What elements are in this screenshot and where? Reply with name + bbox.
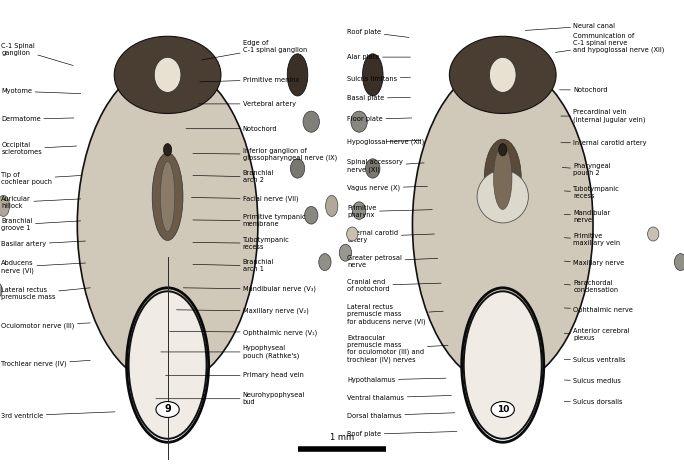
Text: Vagus nerve (X): Vagus nerve (X) bbox=[347, 185, 428, 191]
Text: Vertebral artery: Vertebral artery bbox=[198, 101, 295, 107]
Ellipse shape bbox=[160, 161, 174, 232]
Ellipse shape bbox=[489, 57, 516, 92]
Text: Mandibular nerve (V₃): Mandibular nerve (V₃) bbox=[183, 286, 316, 292]
Ellipse shape bbox=[674, 254, 684, 271]
Text: C-1 Spinal
ganglion: C-1 Spinal ganglion bbox=[1, 43, 73, 66]
Text: Sulcus dorsalis: Sulcus dorsalis bbox=[564, 400, 622, 405]
Text: Oculomotor nerve (III): Oculomotor nerve (III) bbox=[1, 322, 90, 329]
Text: Abducens
nerve (VI): Abducens nerve (VI) bbox=[1, 260, 86, 273]
Text: Sulcus ventralis: Sulcus ventralis bbox=[564, 358, 626, 363]
Text: Communication of
C-1 spinal nerve
and hypoglossal nerve (XII): Communication of C-1 spinal nerve and hy… bbox=[555, 33, 665, 53]
Ellipse shape bbox=[352, 202, 366, 219]
Text: Hypothalamus: Hypothalamus bbox=[347, 377, 446, 383]
Text: Notochord: Notochord bbox=[560, 87, 608, 93]
Text: Cranial end
of notochord: Cranial end of notochord bbox=[347, 279, 441, 292]
Ellipse shape bbox=[351, 111, 367, 132]
Ellipse shape bbox=[77, 63, 258, 386]
Text: Facial nerve (VII): Facial nerve (VII) bbox=[192, 196, 298, 202]
Ellipse shape bbox=[0, 195, 10, 216]
Text: Greater petrosal
nerve: Greater petrosal nerve bbox=[347, 255, 438, 268]
Ellipse shape bbox=[287, 54, 308, 96]
Ellipse shape bbox=[464, 291, 542, 439]
Text: Myotome: Myotome bbox=[1, 88, 81, 94]
Text: Neurohypophyseal
bud: Neurohypophyseal bud bbox=[156, 392, 305, 405]
Text: Trochlear nerve (IV): Trochlear nerve (IV) bbox=[1, 360, 90, 367]
Text: Branchial
arch 1: Branchial arch 1 bbox=[193, 259, 274, 272]
Text: Precardinal vein
(internal jugular vein): Precardinal vein (internal jugular vein) bbox=[561, 110, 646, 123]
Text: 10: 10 bbox=[497, 405, 509, 414]
Text: Neural canal: Neural canal bbox=[525, 23, 615, 30]
Ellipse shape bbox=[339, 244, 352, 261]
Ellipse shape bbox=[129, 291, 207, 439]
Text: 9: 9 bbox=[164, 404, 171, 415]
Text: Branchial
arch 2: Branchial arch 2 bbox=[193, 170, 274, 183]
Text: Primitive meninx: Primitive meninx bbox=[200, 77, 299, 82]
Text: Primitive
pharynx: Primitive pharynx bbox=[347, 205, 432, 218]
Text: Floor plate: Floor plate bbox=[347, 117, 412, 122]
Text: Tubotympanic
recess: Tubotympanic recess bbox=[193, 237, 289, 250]
Text: Primary head vein: Primary head vein bbox=[166, 373, 304, 378]
Ellipse shape bbox=[363, 54, 383, 96]
Ellipse shape bbox=[365, 159, 380, 178]
Text: 1 mm: 1 mm bbox=[330, 433, 354, 442]
Ellipse shape bbox=[290, 159, 305, 178]
Text: Ventral thalamus: Ventral thalamus bbox=[347, 395, 451, 401]
Ellipse shape bbox=[152, 153, 183, 241]
Text: Lateral rectus
premuscle mass: Lateral rectus premuscle mass bbox=[1, 287, 90, 300]
Ellipse shape bbox=[0, 282, 2, 298]
Ellipse shape bbox=[303, 111, 319, 132]
Text: Edge of
C-1 spinal ganglion: Edge of C-1 spinal ganglion bbox=[202, 40, 307, 60]
Ellipse shape bbox=[114, 36, 221, 113]
Text: Maxillary nerve (V₂): Maxillary nerve (V₂) bbox=[176, 308, 308, 314]
Text: Notochord: Notochord bbox=[186, 126, 278, 132]
Text: Sulcus medius: Sulcus medius bbox=[564, 379, 621, 384]
Text: Pharyngeal
pouch 2: Pharyngeal pouch 2 bbox=[562, 163, 611, 176]
Ellipse shape bbox=[319, 254, 331, 271]
Ellipse shape bbox=[326, 195, 338, 216]
Text: Internal carotid
artery: Internal carotid artery bbox=[347, 230, 434, 243]
Text: Lateral rectus
premuscle mass
for abducens nerve (VI): Lateral rectus premuscle mass for abduce… bbox=[347, 304, 443, 325]
Text: Parachordal
condensation: Parachordal condensation bbox=[564, 280, 618, 293]
Text: Branchial
groove 1: Branchial groove 1 bbox=[1, 218, 81, 231]
Text: Hypoglossal nerve (XII): Hypoglossal nerve (XII) bbox=[347, 138, 425, 145]
Circle shape bbox=[491, 402, 514, 417]
Ellipse shape bbox=[494, 146, 512, 209]
Text: Tubotympanic
recess: Tubotympanic recess bbox=[564, 186, 620, 199]
Text: Anterior cerebral
plexus: Anterior cerebral plexus bbox=[564, 328, 630, 341]
Ellipse shape bbox=[499, 144, 507, 156]
Ellipse shape bbox=[347, 227, 358, 241]
Ellipse shape bbox=[449, 36, 556, 113]
Text: Spinal accessory
nerve (XI): Spinal accessory nerve (XI) bbox=[347, 160, 424, 173]
Text: Maxillary nerve: Maxillary nerve bbox=[564, 260, 624, 266]
Text: 3rd ventricle: 3rd ventricle bbox=[1, 412, 115, 418]
Text: Extraocular
premuscle mass
for oculomotor (III) and
trochlear (IV) nerves: Extraocular premuscle mass for oculomoto… bbox=[347, 335, 448, 363]
Text: Primitive
maxillary vein: Primitive maxillary vein bbox=[564, 233, 620, 246]
Text: Basal plate: Basal plate bbox=[347, 95, 410, 101]
Text: Occipital
sclerotomes: Occipital sclerotomes bbox=[1, 142, 77, 155]
Ellipse shape bbox=[648, 227, 659, 241]
Text: Dermatome: Dermatome bbox=[1, 117, 74, 122]
Ellipse shape bbox=[477, 170, 528, 223]
Text: Inferior ganglion of
glossopharyngeal nerve (IX): Inferior ganglion of glossopharyngeal ne… bbox=[193, 148, 337, 161]
Text: Sulcus limitans: Sulcus limitans bbox=[347, 76, 410, 81]
Text: Dorsal thalamus: Dorsal thalamus bbox=[347, 413, 455, 418]
Text: Ophthalmic nerve (V₁): Ophthalmic nerve (V₁) bbox=[170, 329, 317, 336]
Text: Ophthalmic nerve: Ophthalmic nerve bbox=[564, 307, 633, 313]
Circle shape bbox=[156, 402, 179, 417]
Text: Tip of
cochlear pouch: Tip of cochlear pouch bbox=[1, 172, 81, 185]
Text: Mandibular
nerve: Mandibular nerve bbox=[564, 210, 610, 223]
Text: Internal carotid artery: Internal carotid artery bbox=[561, 140, 646, 146]
Text: Roof plate: Roof plate bbox=[347, 29, 409, 37]
Text: Roof plate: Roof plate bbox=[347, 431, 457, 437]
Text: Hypophyseal
pouch (Rathke's): Hypophyseal pouch (Rathke's) bbox=[161, 345, 299, 358]
Text: Alar plate: Alar plate bbox=[347, 54, 410, 60]
Text: Primitive tympanic
membrane: Primitive tympanic membrane bbox=[193, 214, 306, 227]
Text: Auricular
hillock: Auricular hillock bbox=[1, 196, 81, 209]
Ellipse shape bbox=[154, 57, 181, 92]
Ellipse shape bbox=[484, 139, 521, 216]
Ellipse shape bbox=[412, 63, 593, 386]
Ellipse shape bbox=[163, 144, 172, 156]
Text: Basilar artery: Basilar artery bbox=[1, 241, 86, 247]
Ellipse shape bbox=[304, 206, 318, 224]
